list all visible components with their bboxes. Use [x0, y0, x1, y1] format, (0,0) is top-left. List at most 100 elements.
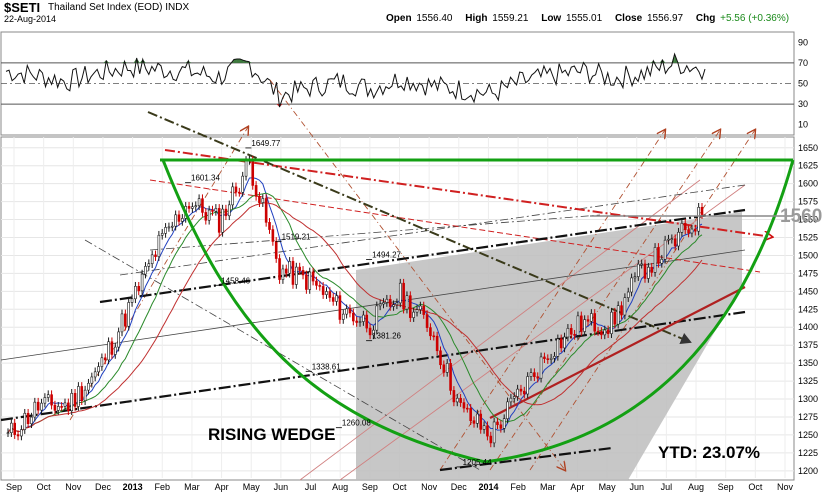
- price-candle-body: [63, 402, 67, 407]
- price-candle-body: [80, 386, 84, 402]
- price-tick-label: 1400: [798, 322, 818, 332]
- price-annotation: 1494.27: [372, 251, 401, 260]
- price-candle-body: [170, 225, 174, 228]
- price-candle-body: [409, 295, 412, 318]
- price-candle-body: [224, 208, 228, 217]
- price-candle-body: [432, 335, 436, 338]
- price-x-tick-label: Sep: [6, 482, 22, 492]
- price-tick-label: 1475: [798, 268, 818, 278]
- price-candle-body: [167, 226, 171, 229]
- price-candle-body: [469, 407, 472, 422]
- price-candle-body: [556, 338, 560, 357]
- price-candle-body: [97, 366, 100, 373]
- price-candle-body: [623, 297, 627, 316]
- price-tick-label: 1275: [798, 412, 818, 422]
- price-candle-body: [124, 313, 127, 327]
- price-candle-body: [586, 319, 590, 322]
- price-tick-label: 1625: [798, 161, 818, 171]
- price-candle-body: [214, 208, 218, 212]
- indicator-tick-label: 30: [798, 99, 808, 109]
- price-candle-body: [318, 285, 322, 287]
- price-candle-body: [452, 390, 456, 403]
- price-tick-label: 1450: [798, 286, 818, 296]
- price-candle-body: [16, 434, 20, 437]
- indicator-overbought-fill: [677, 61, 681, 63]
- ytd-label: YTD: 23.07%: [658, 443, 761, 462]
- price-x-tick-label: Aug: [688, 482, 704, 492]
- price-candle-body: [241, 175, 244, 193]
- exchange: INDX: [165, 2, 190, 13]
- price-candle-body: [251, 159, 255, 186]
- price-candle-body: [563, 336, 566, 349]
- price-candle-body: [328, 291, 332, 298]
- price-candle-body: [274, 241, 278, 259]
- indicator-tick-label: 10: [798, 120, 808, 130]
- price-candle-body: [533, 372, 536, 377]
- price-candle-body: [569, 328, 573, 335]
- symbol: $SETI: [4, 0, 41, 15]
- price-candle-body: [553, 356, 556, 359]
- price-candle-body: [402, 282, 405, 310]
- price-candle-body: [295, 266, 298, 285]
- ma-long-line: [7, 202, 703, 433]
- price-candle-body: [583, 319, 586, 332]
- low-label: Low: [541, 13, 562, 24]
- price-candle-body: [677, 231, 680, 247]
- price-candle-body: [321, 286, 325, 295]
- price-annotation: 1205.44: [463, 458, 492, 467]
- price-candle-body: [26, 412, 30, 425]
- price-tick-label: 1375: [798, 340, 818, 350]
- price-candle-body: [204, 212, 208, 221]
- price-candle-body: [526, 376, 529, 395]
- price-candle-body: [113, 346, 117, 355]
- price-candle-body: [191, 206, 194, 209]
- price-x-tick-label: Apr: [215, 482, 229, 492]
- indicator-tick-label: 70: [798, 58, 808, 68]
- price-candle-body: [479, 413, 483, 430]
- price-candle-body: [368, 327, 372, 336]
- price-candle-body: [20, 429, 23, 437]
- close-label: Close: [614, 13, 643, 24]
- price-annotation: 1381.26: [372, 332, 401, 341]
- price-candle-body: [33, 401, 37, 418]
- moving-averages: [7, 177, 703, 433]
- price-candle-body: [536, 376, 540, 379]
- price-candle-body: [697, 207, 700, 232]
- price-candle-body: [512, 396, 516, 399]
- high-label: High: [465, 13, 488, 24]
- price-candle-body: [653, 247, 657, 273]
- price-x-tick-label: Jul: [661, 482, 673, 492]
- price-candle-body: [150, 254, 154, 264]
- price-candle-body: [120, 313, 124, 333]
- price-candle-body: [194, 205, 198, 208]
- price-candle-body: [539, 356, 543, 379]
- price-candle-body: [425, 314, 429, 328]
- price-x-tick-label: Jul: [305, 482, 317, 492]
- price-candle-body: [10, 422, 13, 434]
- price-candle-body: [392, 304, 395, 307]
- ma-short-line: [7, 177, 703, 433]
- price-candle-body: [93, 371, 97, 378]
- price-candle-body: [23, 412, 27, 430]
- price-x-tick-label: Oct: [748, 482, 763, 492]
- price-candle-body: [613, 311, 617, 325]
- price-candle-body: [573, 333, 576, 336]
- price-candle-body: [606, 329, 610, 334]
- security-name: Thailand Set Index (EOD) INDX: [48, 2, 189, 13]
- price-candle-body: [546, 358, 550, 360]
- indicator-series-line: [5, 52, 706, 108]
- price-candle-body: [603, 329, 607, 336]
- price-x-tick-label: Sep: [362, 482, 378, 492]
- price-candle-body: [77, 386, 80, 407]
- indicator-overbought-fill: [236, 58, 241, 63]
- price-candle-body: [87, 382, 90, 391]
- price-candle-body: [227, 204, 231, 217]
- price-candle-body: [258, 196, 261, 203]
- price-annotation: 1338.61: [312, 362, 341, 371]
- price-candle-body: [67, 402, 70, 412]
- price-candle-body: [238, 191, 241, 194]
- price-candle-body: [56, 406, 60, 411]
- price-candle-body: [144, 266, 147, 275]
- price-candle-body: [543, 356, 546, 359]
- price-candle-body: [90, 376, 94, 384]
